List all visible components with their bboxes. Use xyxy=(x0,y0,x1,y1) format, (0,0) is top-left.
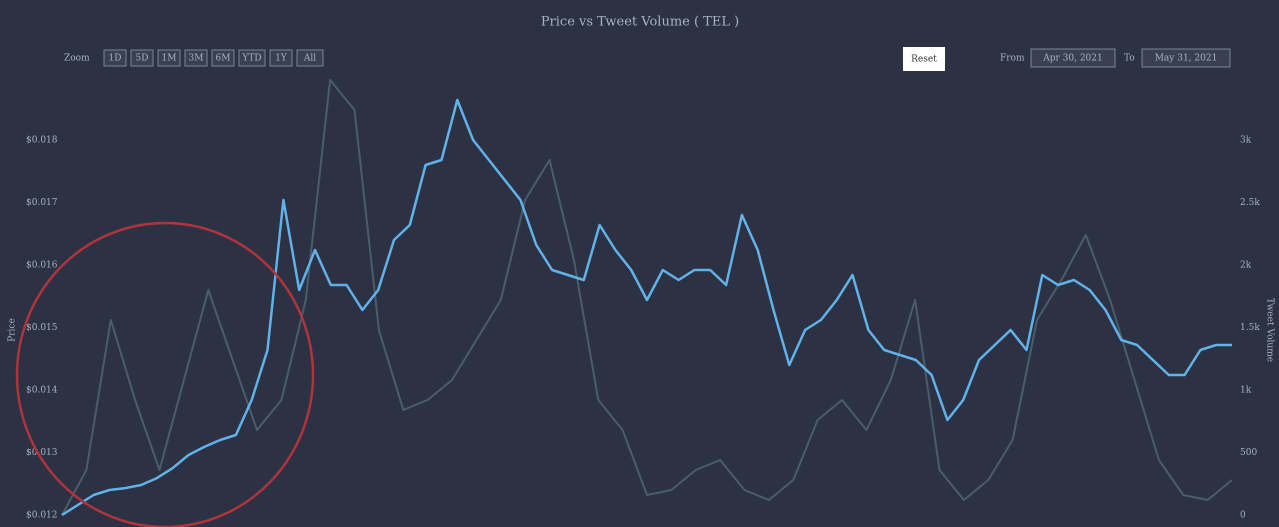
zoom-button[interactable] xyxy=(103,49,127,67)
zoom-button[interactable] xyxy=(238,49,266,67)
y-tick-label: $0.016 xyxy=(26,261,58,271)
y-axis-title: Price xyxy=(8,318,18,342)
zoom-button[interactable] xyxy=(211,49,235,67)
to-label: To xyxy=(1124,54,1135,64)
chart-title: Price vs Tweet Volume ( TEL ) xyxy=(541,15,739,30)
zoom-label: Zoom xyxy=(64,54,90,64)
y-tick-label: $0.012 xyxy=(26,511,58,521)
y-tick-label: $0.014 xyxy=(26,386,58,396)
zoom-button-label[interactable]: 1D xyxy=(109,54,122,64)
y2-tick-label: 1k xyxy=(1240,386,1252,396)
y2-tick-label: 500 xyxy=(1240,448,1257,458)
zoom-button-label[interactable]: 3M xyxy=(189,54,204,64)
y2-axis-title: Tweet Volume xyxy=(1265,298,1275,362)
zoom-button[interactable] xyxy=(157,49,181,67)
series-line xyxy=(61,79,1233,516)
zoom-button-label[interactable]: 5D xyxy=(136,54,149,64)
y-tick-label: $0.018 xyxy=(26,136,58,146)
y2-tick-label: 0 xyxy=(1240,511,1246,521)
to-input[interactable] xyxy=(1141,48,1231,68)
y-tick-label: $0.015 xyxy=(26,323,58,333)
zoom-button-label[interactable]: 1Y xyxy=(275,54,288,64)
highlight-circle xyxy=(15,221,315,527)
zoom-button[interactable] xyxy=(130,49,154,67)
y2-tick-label: 1.5k xyxy=(1240,323,1260,333)
y-tick-label: $0.017 xyxy=(26,198,58,208)
zoom-button[interactable] xyxy=(184,49,208,67)
zoom-button-label[interactable]: All xyxy=(303,54,316,64)
y2-tick-label: 2k xyxy=(1240,261,1252,271)
reset-button[interactable] xyxy=(903,47,945,71)
to-date[interactable]: May 31, 2021 xyxy=(1155,54,1218,64)
series-line xyxy=(61,98,1232,517)
zoom-button-label[interactable]: 6M xyxy=(216,54,231,64)
y2-tick-label: 3k xyxy=(1240,136,1252,146)
y-tick-label: $0.013 xyxy=(26,448,58,458)
from-label: From xyxy=(1000,54,1025,64)
y2-tick-label: 2.5k xyxy=(1240,198,1260,208)
reset-label[interactable]: Reset xyxy=(911,55,937,65)
from-date[interactable]: Apr 30, 2021 xyxy=(1042,54,1103,64)
zoom-button-label[interactable]: 1M xyxy=(162,54,177,64)
zoom-button[interactable] xyxy=(269,49,293,67)
from-input[interactable] xyxy=(1030,48,1116,68)
zoom-button[interactable] xyxy=(296,49,324,67)
zoom-button-label[interactable]: YTD xyxy=(241,54,261,64)
